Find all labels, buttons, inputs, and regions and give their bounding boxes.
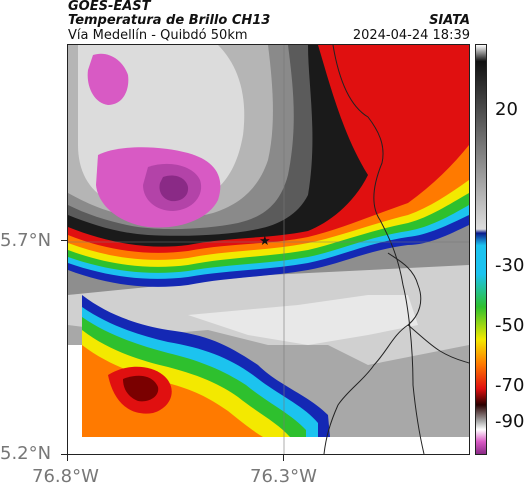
lat-label: 5.7°N — [0, 230, 52, 251]
lon-label: 76.8°W — [32, 466, 99, 487]
agency-label: SIATA — [429, 13, 470, 28]
colorbar-label: -30 — [495, 255, 525, 276]
lon-tick — [283, 455, 284, 461]
lat-label: 5.2°N — [0, 443, 52, 464]
lon-label: 76.3°W — [250, 466, 317, 487]
lat-tick — [61, 240, 67, 241]
lon-tick — [67, 455, 68, 461]
product-title: Temperatura de Brillo CH13 — [68, 13, 271, 28]
satellite-map: ★ — [67, 44, 470, 455]
city-marker-icon: ★ — [259, 234, 271, 249]
colorbar-label: -90 — [495, 411, 525, 432]
colorbar-label: -70 — [495, 375, 525, 396]
colorbar-label: -50 — [495, 315, 525, 336]
temperature-colorbar — [475, 44, 487, 455]
lat-tick — [61, 454, 67, 455]
region-label: Vía Medellín - Quibdó 50km — [68, 28, 248, 43]
satellite-label: GOES-EAST — [68, 0, 151, 14]
colorbar-label: 20 — [495, 99, 518, 120]
datetime-label: 2024-04-24 18:39 — [352, 28, 470, 43]
brightness-temperature-field: ★ — [68, 45, 469, 454]
